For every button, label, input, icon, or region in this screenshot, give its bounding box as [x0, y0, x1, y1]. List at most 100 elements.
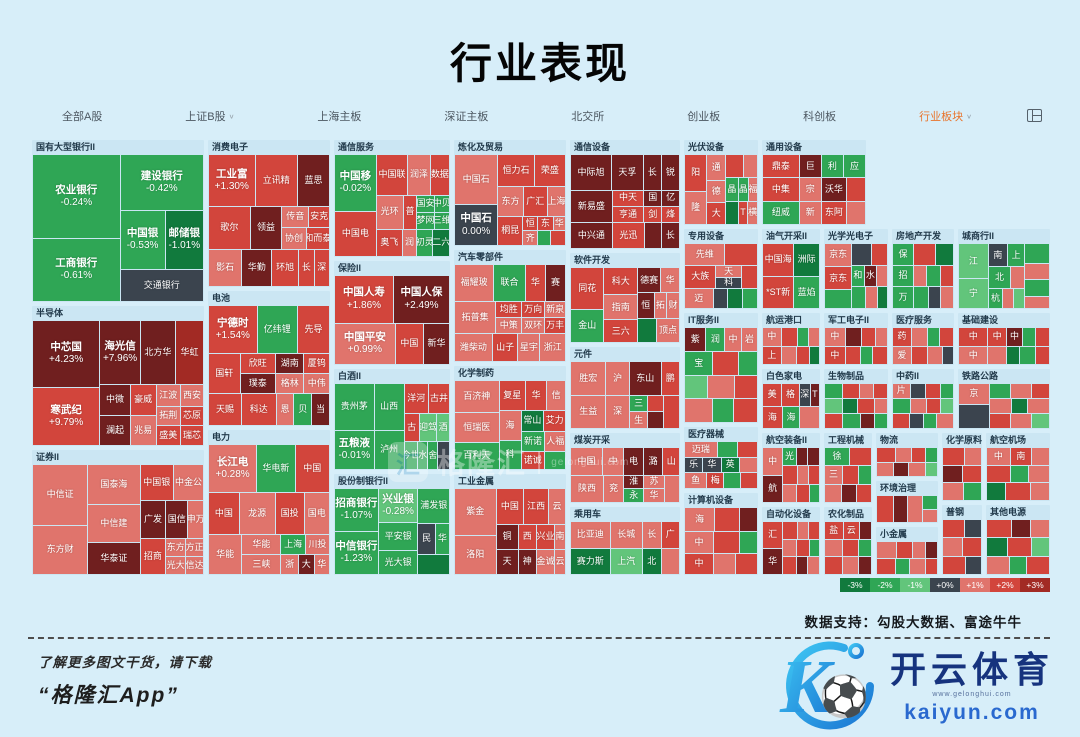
stock-tile[interactable]	[783, 522, 797, 539]
stock-tile[interactable]	[714, 554, 735, 574]
stock-tile[interactable]: 立讯精	[255, 155, 297, 206]
stock-tile[interactable]: 国安	[417, 195, 434, 212]
stock-tile[interactable]: 南	[554, 524, 565, 549]
stock-tile[interactable]: 保	[893, 244, 914, 265]
stock-tile[interactable]	[1031, 483, 1049, 501]
stock-tile[interactable]	[796, 557, 808, 575]
tab-深证主板[interactable]: 深证主板	[444, 111, 489, 123]
stock-tile[interactable]: 亿	[662, 190, 679, 206]
stock-tile[interactable]	[728, 288, 743, 308]
stock-tile[interactable]: 邮储银 -1.01%	[165, 211, 203, 269]
stock-tile[interactable]: 光迅	[612, 222, 644, 248]
stock-tile[interactable]	[943, 556, 965, 574]
stock-tile[interactable]: 影石	[209, 250, 242, 286]
stock-tile[interactable]: 中信建	[88, 504, 140, 542]
stock-tile[interactable]: 深	[606, 395, 629, 428]
stock-tile[interactable]	[860, 522, 871, 539]
stock-tile[interactable]: 华能	[242, 535, 281, 555]
stock-tile[interactable]	[852, 244, 871, 265]
stock-tile[interactable]: 先导	[297, 306, 329, 353]
stock-tile[interactable]: 长江电 +0.28%	[209, 445, 257, 493]
stock-tile[interactable]	[875, 399, 887, 413]
stock-tile[interactable]: 天孚	[612, 155, 643, 190]
stock-tile[interactable]: 齐	[523, 231, 538, 246]
stock-tile[interactable]	[1031, 384, 1049, 398]
stock-tile[interactable]: 生益	[571, 395, 606, 428]
stock-tile[interactable]	[810, 539, 819, 557]
stock-tile[interactable]: 亨通	[612, 206, 644, 222]
stock-tile[interactable]: 江西	[524, 489, 549, 524]
stock-tile[interactable]	[438, 441, 449, 470]
stock-tile[interactable]: 南	[988, 244, 1007, 267]
stock-tile[interactable]	[797, 466, 808, 484]
stock-tile[interactable]	[1025, 264, 1049, 280]
stock-tile[interactable]: 云	[549, 489, 566, 524]
stock-tile[interactable]: 国电	[304, 493, 329, 535]
stock-tile[interactable]: 润泽	[408, 155, 430, 195]
stock-tile[interactable]: 京东	[825, 267, 852, 290]
stock-tile[interactable]	[825, 557, 843, 575]
stock-tile[interactable]: 浙	[281, 555, 298, 575]
stock-tile[interactable]	[796, 346, 810, 364]
stock-tile[interactable]: 华	[703, 457, 721, 473]
stock-tile[interactable]: 中国	[209, 493, 239, 535]
stock-tile[interactable]: 上汽	[610, 548, 642, 574]
stock-tile[interactable]: 舍	[428, 441, 438, 470]
stock-tile[interactable]	[712, 399, 733, 422]
stock-tile[interactable]: 北	[643, 548, 661, 574]
stock-tile[interactable]: T	[738, 201, 748, 224]
stock-tile[interactable]: 德	[707, 181, 726, 203]
stock-tile[interactable]	[861, 328, 875, 346]
stock-tile[interactable]: 科	[716, 277, 741, 288]
stock-tile[interactable]: 中国人保 +2.49%	[393, 276, 449, 323]
stock-tile[interactable]: 中金公	[173, 465, 203, 501]
stock-tile[interactable]	[418, 555, 449, 574]
stock-tile[interactable]: 兖	[604, 475, 624, 502]
stock-tile[interactable]: 中天	[612, 190, 644, 206]
stock-tile[interactable]: 平安银	[378, 523, 418, 551]
stock-tile[interactable]: 新诺	[521, 431, 545, 452]
stock-tile[interactable]	[825, 484, 842, 502]
stock-tile[interactable]	[843, 466, 858, 484]
stock-tile[interactable]	[783, 466, 797, 484]
stock-tile[interactable]	[1022, 328, 1036, 346]
stock-tile[interactable]: 国	[644, 190, 662, 206]
stock-tile[interactable]: 国投	[275, 493, 304, 535]
stock-tile[interactable]: 东方财	[33, 526, 88, 574]
stock-tile[interactable]	[845, 328, 861, 346]
stock-tile[interactable]: 通	[707, 155, 726, 181]
stock-tile[interactable]: 鱼	[685, 473, 707, 489]
stock-tile[interactable]	[926, 448, 937, 462]
stock-tile[interactable]: 中	[987, 448, 1010, 465]
stock-tile[interactable]: 海	[499, 411, 521, 440]
stock-tile[interactable]	[861, 414, 874, 428]
layout-grid-icon[interactable]	[1027, 109, 1042, 127]
stock-tile[interactable]: 东	[538, 216, 553, 231]
stock-tile[interactable]: 鹏	[661, 362, 679, 395]
stock-tile[interactable]	[914, 244, 936, 265]
stock-tile[interactable]: 艾力	[544, 411, 565, 431]
stock-tile[interactable]	[846, 178, 865, 201]
stock-tile[interactable]: 中国银 -0.53%	[120, 211, 165, 269]
stock-tile[interactable]	[928, 346, 943, 364]
stock-tile[interactable]	[987, 556, 1010, 574]
stock-tile[interactable]: 兆易	[130, 415, 156, 445]
stock-tile[interactable]	[911, 346, 928, 364]
stock-tile[interactable]	[895, 448, 911, 462]
stock-tile[interactable]	[877, 542, 896, 558]
stock-tile[interactable]: 南	[1010, 448, 1031, 465]
stock-tile[interactable]: 初灵	[416, 229, 433, 256]
stock-tile[interactable]	[865, 287, 877, 309]
stock-tile[interactable]: 长城	[610, 522, 642, 548]
stock-tile[interactable]: 纽威	[763, 201, 799, 224]
stock-tile[interactable]	[1006, 346, 1020, 364]
stock-tile[interactable]	[1029, 465, 1049, 483]
stock-tile[interactable]: 万	[893, 287, 914, 309]
stock-tile[interactable]: 中	[959, 328, 988, 346]
stock-tile[interactable]: 东山	[629, 362, 661, 395]
stock-tile[interactable]	[987, 465, 1010, 483]
stock-tile[interactable]: 均胜	[496, 302, 522, 318]
stock-tile[interactable]	[796, 448, 808, 466]
stock-tile[interactable]: 宗	[799, 178, 821, 201]
stock-tile[interactable]: 东阿	[821, 201, 846, 224]
